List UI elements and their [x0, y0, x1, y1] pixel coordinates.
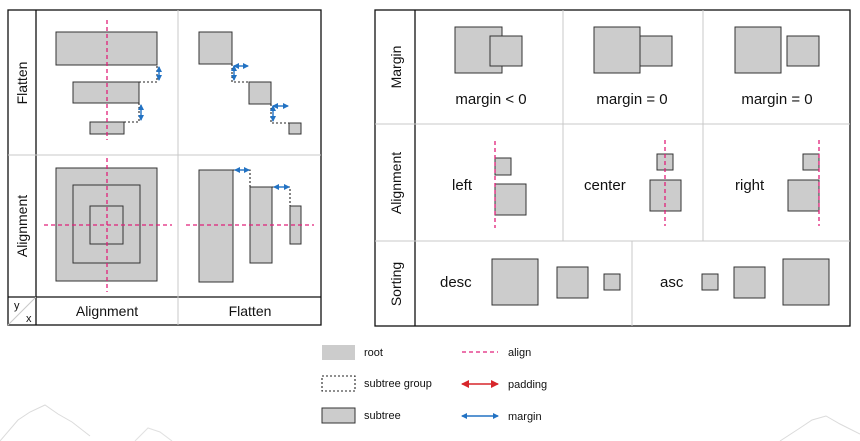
subtree-box: [802, 153, 820, 171]
legend-subtree-group-swatch: [321, 375, 356, 392]
subtree-box: [288, 122, 302, 135]
left-col-label-alignment: Alignment: [76, 303, 138, 319]
subtree-box: [701, 273, 719, 291]
legend-padding-label: padding: [508, 379, 547, 391]
left-row-label-alignment: Alignment: [14, 195, 30, 257]
watermark-sketch-left: [0, 404, 91, 441]
corner-label-y: y: [14, 300, 20, 312]
subtree-box: [786, 35, 820, 67]
cell-alignment-flatten: [186, 167, 314, 283]
subtree-box: [556, 266, 589, 299]
alignment-caption-right: right: [735, 177, 765, 194]
subtree-box: [733, 266, 766, 299]
left-row-label-flatten: Flatten: [14, 62, 30, 105]
watermark-sketch-left-small: [134, 427, 173, 441]
margin-caption-positive: margin = 0: [741, 91, 812, 108]
corner-label-x: x: [26, 313, 32, 325]
subtree-box: [593, 26, 641, 74]
sorting-row: desc asc: [440, 258, 830, 306]
margin-row: margin < 0 margin = 0 margin = 0: [454, 26, 820, 108]
subtree-box: [491, 258, 539, 306]
subtree-box: [787, 179, 820, 212]
sorting-caption-desc: desc: [440, 274, 472, 291]
subtree-group-outline: [139, 65, 158, 83]
margin-caption-zero: margin = 0: [596, 91, 667, 108]
left-col-label-flatten: Flatten: [229, 303, 272, 319]
left-panel: Flatten Alignment Alignment Flatten y x: [7, 9, 322, 326]
cell-flatten-alignment: [55, 20, 162, 140]
alignment-caption-left: left: [452, 177, 473, 194]
margin-caption-negative: margin < 0: [455, 91, 526, 108]
subtree-box: [72, 81, 140, 104]
legend-align-label: align: [508, 347, 531, 359]
legend-subtree-swatch: [321, 407, 356, 424]
subtree-box: [603, 273, 621, 291]
legend-root-swatch: [322, 345, 355, 360]
subtree-group-outline: [124, 103, 140, 123]
subtree-group-outline: [233, 169, 251, 187]
right-row-label-alignment: Alignment: [388, 152, 404, 214]
subtree-box: [734, 26, 782, 74]
corner-diagonal: [7, 296, 37, 326]
cell-flatten-flatten: [198, 31, 302, 135]
subtree-box: [249, 186, 273, 264]
subtree-box: [248, 81, 272, 105]
cell-alignment-alignment: [44, 158, 172, 292]
legend: root subtree group subtree align padding…: [321, 345, 547, 424]
legend-subtree-label: subtree: [364, 410, 401, 422]
subtree-box: [494, 157, 512, 176]
right-panel: Margin Alignment Sorting margin < 0 marg…: [374, 9, 851, 327]
subtree-box: [494, 183, 527, 216]
right-row-label-sorting: Sorting: [388, 262, 404, 306]
left-panel-frame: [7, 9, 322, 326]
alignment-row: left center right: [452, 140, 820, 228]
legend-root-label: root: [364, 347, 383, 359]
watermark-sketch-right: [779, 415, 860, 441]
right-panel-frame: [374, 9, 851, 327]
subtree-box: [198, 31, 233, 65]
subtree-group-outline: [272, 186, 291, 206]
alignment-caption-center: center: [584, 177, 626, 194]
legend-subtree-group-label: subtree group: [364, 378, 432, 390]
subtree-box: [198, 169, 234, 283]
watermark-decoration: [0, 404, 860, 441]
legend-margin-label: margin: [508, 411, 542, 423]
right-row-label-margin: Margin: [388, 46, 404, 89]
subtree-box: [782, 258, 830, 306]
sorting-caption-asc: asc: [660, 274, 684, 291]
subtree-box: [489, 35, 523, 67]
subtree-box: [639, 35, 673, 67]
